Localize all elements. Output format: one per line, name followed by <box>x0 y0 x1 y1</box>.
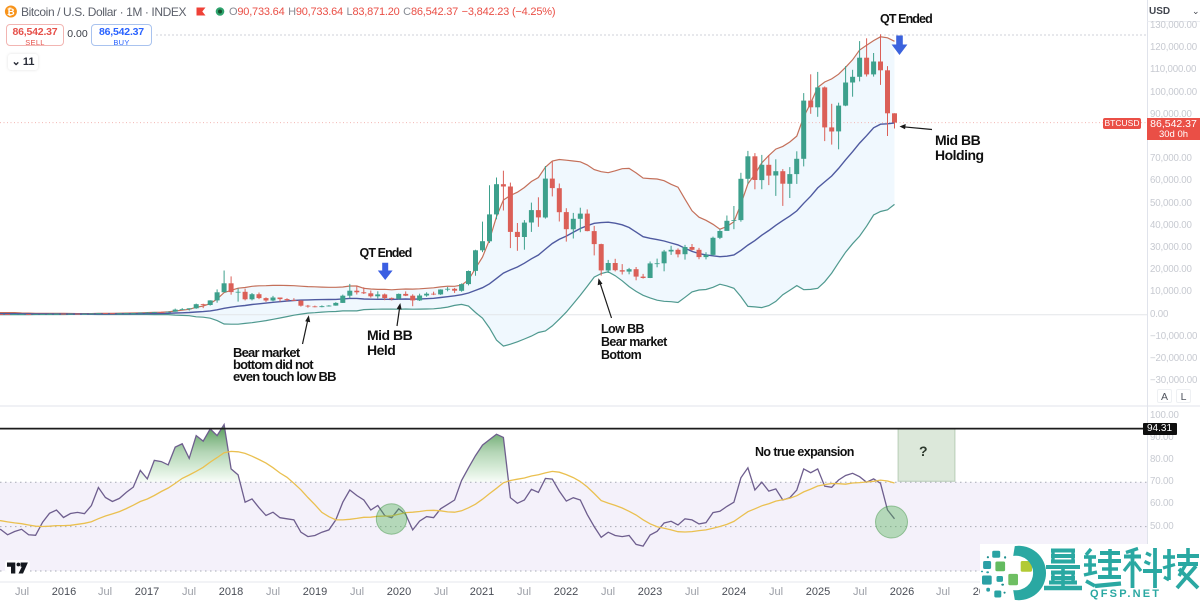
svg-text:₿: ₿ <box>7 7 15 18</box>
